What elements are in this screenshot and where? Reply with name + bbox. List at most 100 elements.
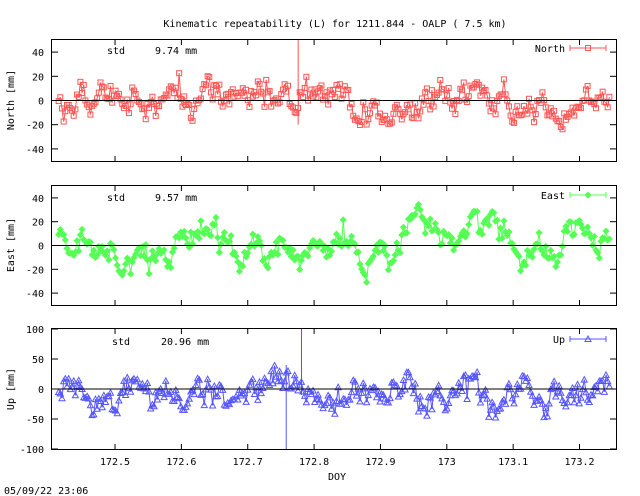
- north-panel: North [mm] std 9.74 mm North -40 -20 0 20 40: [6, 39, 617, 162]
- series-segment: [81, 388, 85, 398]
- data-point: [93, 404, 101, 412]
- data-point: [438, 240, 446, 248]
- data-point: [463, 230, 471, 238]
- data-point: [593, 387, 602, 395]
- data-point: [530, 400, 538, 408]
- data-point: [390, 110, 397, 117]
- east-std-label: std: [107, 193, 125, 204]
- legend-marker-point: [585, 45, 591, 51]
- data-point: [182, 234, 190, 242]
- series-segment: [597, 380, 600, 392]
- series-segment: [277, 101, 280, 104]
- data-point: [235, 385, 244, 393]
- data-point: [234, 93, 241, 100]
- y-tick-label: 0: [38, 242, 44, 253]
- data-point: [431, 390, 440, 398]
- data-point: [125, 384, 133, 392]
- series-segment: [433, 97, 436, 107]
- series-segment: [513, 394, 517, 404]
- data-point: [65, 101, 72, 108]
- data-point: [582, 388, 590, 396]
- series-segment: [84, 100, 88, 105]
- series-segment: [491, 100, 495, 109]
- data-point: [200, 230, 208, 238]
- series-segment: [312, 89, 316, 97]
- data-point: [158, 388, 167, 397]
- series-segment: [207, 379, 210, 387]
- data-point: [507, 112, 514, 119]
- data-point: [154, 102, 161, 109]
- data-point: [71, 391, 80, 399]
- data-point: [505, 379, 513, 387]
- y-tick-label: -40: [26, 289, 44, 300]
- data-point: [527, 103, 534, 110]
- data-point: [368, 102, 375, 109]
- data-point: [290, 371, 299, 379]
- series-segment: [418, 111, 421, 119]
- series-segment: [123, 105, 126, 109]
- series-segment: [205, 379, 209, 390]
- x-tick-label: 172.9: [365, 457, 395, 468]
- series-segment: [310, 89, 314, 97]
- series-segment: [448, 395, 451, 404]
- data-point: [320, 401, 329, 409]
- series-segment: [585, 392, 589, 400]
- series-segment: [444, 408, 448, 411]
- data-point: [149, 93, 156, 100]
- data-point: [85, 104, 92, 111]
- data-point: [220, 400, 229, 408]
- x-tick-label: 172.7: [233, 457, 263, 468]
- data-point: [381, 394, 389, 402]
- data-point: [215, 380, 224, 388]
- series-segment: [291, 105, 294, 108]
- data-point: [108, 405, 117, 413]
- data-point: [229, 86, 236, 93]
- data-point: [327, 404, 336, 412]
- data-point: [215, 248, 223, 257]
- data-point: [99, 391, 108, 399]
- east-panel: East [mm] std 9.57 mm East -40 -20 0 20 40: [6, 185, 617, 306]
- data-point: [399, 223, 408, 231]
- series-segment: [78, 380, 81, 388]
- data-point: [257, 389, 266, 397]
- data-point: [372, 393, 381, 401]
- north-series: [55, 40, 613, 133]
- data-point: [259, 383, 267, 391]
- data-point: [562, 222, 570, 230]
- data-point: [445, 230, 453, 239]
- data-point: [264, 89, 271, 96]
- series-segment: [59, 97, 63, 109]
- series-segment: [429, 90, 433, 110]
- data-point: [571, 112, 578, 119]
- data-point: [180, 227, 188, 235]
- data-point: [400, 111, 407, 118]
- data-point: [510, 399, 518, 407]
- data-point: [115, 90, 122, 97]
- series-segment: [277, 371, 281, 382]
- y-tick-label: -20: [26, 265, 44, 276]
- up-std-value: 20.96 mm: [161, 337, 209, 348]
- series-segment: [486, 95, 490, 104]
- data-point: [479, 390, 488, 398]
- data-point: [289, 381, 297, 389]
- data-point: [588, 391, 597, 399]
- data-point: [443, 404, 451, 412]
- data-point: [409, 389, 418, 397]
- data-point: [450, 246, 458, 254]
- north-std-label: std: [107, 46, 125, 57]
- series-segment: [573, 395, 577, 403]
- series-segment: [317, 394, 321, 401]
- data-point: [601, 98, 608, 105]
- data-point: [365, 116, 372, 123]
- data-point: [160, 393, 168, 401]
- data-point: [415, 115, 422, 122]
- data-point: [337, 399, 346, 407]
- data-point: [551, 392, 560, 400]
- series-segment: [74, 385, 78, 396]
- data-point: [105, 256, 113, 264]
- data-point: [508, 394, 517, 402]
- data-point: [382, 112, 389, 119]
- series-segment: [528, 98, 532, 107]
- series-segment: [541, 92, 545, 101]
- x-tick-label: 172.6: [166, 457, 196, 468]
